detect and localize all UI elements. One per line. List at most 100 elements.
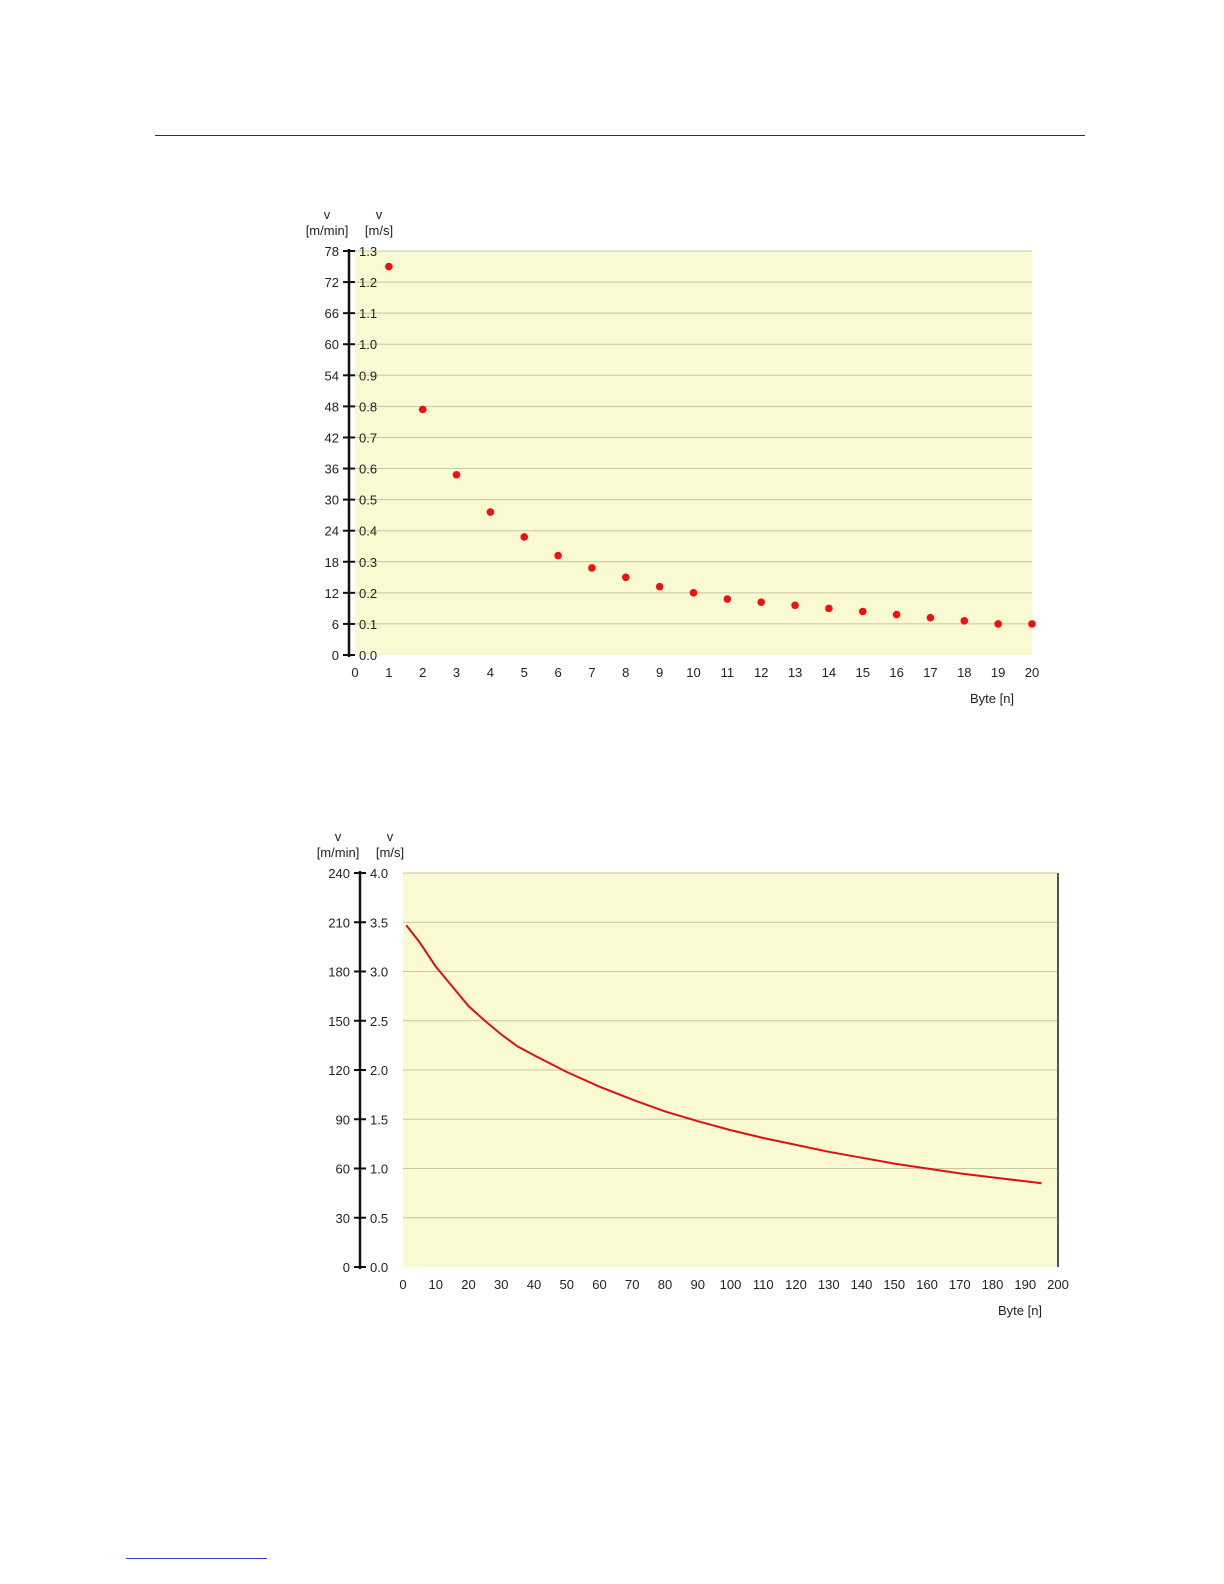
x-tick-label: 30 (494, 1277, 508, 1292)
y-right-axis-symbol: v (387, 829, 394, 844)
x-tick-label: 200 (1047, 1277, 1069, 1292)
x-tick-label: 19 (991, 665, 1005, 680)
data-point (1028, 620, 1036, 628)
y-right-tick-label: 1.1 (359, 306, 377, 321)
x-tick-label: 14 (822, 665, 836, 680)
data-point (622, 573, 630, 582)
y-right-tick-label: 0.0 (370, 1260, 388, 1275)
y-left-tick-label: 72 (325, 275, 339, 290)
x-tick-label: 9 (656, 665, 663, 680)
data-point (858, 607, 867, 616)
y-left-tick-label: 150 (328, 1014, 350, 1029)
data-point (825, 604, 833, 613)
data-point (723, 595, 732, 603)
x-tick-label: 20 (1025, 665, 1039, 680)
x-tick-label: 10 (686, 665, 700, 680)
y-left-axis-symbol: v (324, 207, 331, 222)
x-tick-label: 8 (622, 665, 629, 680)
y-left-axis-unit: [m/min] (317, 845, 360, 860)
x-tick-label: 90 (691, 1277, 705, 1292)
x-tick-label: 80 (658, 1277, 672, 1292)
data-point (486, 508, 495, 516)
y-left-tick-label: 210 (328, 915, 350, 930)
y-right-tick-label: 3.5 (370, 915, 388, 930)
y-right-tick-label: 1.2 (359, 275, 377, 290)
footer-link-rule (126, 1558, 267, 1559)
x-tick-label: 11 (721, 665, 735, 680)
x-tick-label: 110 (753, 1277, 774, 1292)
x-tick-label: 1 (385, 665, 392, 680)
y-right-tick-label: 0.8 (359, 399, 377, 414)
x-tick-label: 5 (521, 665, 528, 680)
x-tick-label: 10 (429, 1277, 443, 1292)
y-left-tick-label: 6 (332, 617, 339, 632)
x-tick-label: 7 (588, 665, 595, 680)
data-point (588, 564, 596, 572)
x-tick-label: 70 (625, 1277, 639, 1292)
y-left-tick-label: 90 (336, 1112, 350, 1127)
x-tick-label: 100 (720, 1277, 742, 1292)
y-right-tick-label: 3.0 (370, 965, 388, 980)
x-tick-label: 18 (957, 665, 971, 680)
x-tick-label: 13 (788, 665, 802, 680)
x-tick-label: 16 (889, 665, 903, 680)
y-right-tick-label: 1.3 (359, 244, 377, 259)
data-point (655, 582, 664, 591)
data-point (791, 601, 799, 610)
y-left-tick-label: 30 (325, 493, 339, 508)
plot-area (355, 251, 1032, 655)
x-tick-label: 130 (818, 1277, 840, 1292)
y-right-tick-label: 0.1 (359, 617, 377, 632)
data-point (892, 610, 901, 619)
y-left-tick-label: 180 (328, 965, 350, 980)
x-tick-label: 180 (982, 1277, 1004, 1292)
header-rule (155, 135, 1085, 136)
x-tick-label: 12 (754, 665, 768, 680)
y-right-axis-symbol: v (376, 207, 383, 222)
y-right-axis-unit: [m/s] (376, 845, 404, 860)
y-left-tick-label: 36 (325, 462, 339, 477)
data-point (926, 613, 935, 622)
y-right-tick-label: 0.3 (359, 555, 377, 570)
y-left-tick-label: 18 (325, 555, 339, 570)
y-left-tick-label: 30 (336, 1211, 350, 1226)
series-line (405, 924, 1042, 1185)
y-right-tick-label: 0.5 (370, 1211, 388, 1226)
y-right-tick-label: 0.2 (359, 586, 377, 601)
x-tick-label: 160 (916, 1277, 938, 1292)
x-tick-label: 40 (527, 1277, 541, 1292)
y-right-tick-label: 1.5 (370, 1112, 388, 1127)
y-left-tick-label: 78 (325, 244, 339, 259)
x-tick-label: 150 (883, 1277, 905, 1292)
y-left-tick-label: 54 (325, 368, 339, 383)
y-right-tick-label: 0.7 (359, 430, 377, 445)
velocity-scatter-chart: 0 0.06 0.112 0.218 0.324 0.430 0.536 0.642 0.748… (306, 207, 1040, 706)
y-left-tick-label: 66 (325, 306, 339, 321)
y-right-tick-label: 0.4 (359, 524, 377, 539)
y-left-tick-label: 60 (325, 337, 339, 352)
data-point (994, 620, 1002, 628)
x-tick-label: 140 (851, 1277, 873, 1292)
y-left-tick-label: 24 (325, 524, 339, 539)
data-point (554, 551, 562, 560)
y-left-tick-label: 12 (325, 586, 339, 601)
x-tick-label: 170 (949, 1277, 971, 1292)
data-point (418, 405, 427, 414)
x-axis-label: Byte [n] (970, 691, 1014, 706)
y-right-tick-label: 2.5 (370, 1014, 388, 1029)
y-left-axis-unit: [m/min] (306, 223, 349, 238)
data-point (452, 470, 461, 479)
data-point (520, 533, 529, 541)
x-tick-label: 4 (487, 665, 494, 680)
x-tick-label: 190 (1014, 1277, 1036, 1292)
x-tick-label: 20 (461, 1277, 475, 1292)
x-tick-label: 17 (923, 665, 937, 680)
y-right-tick-label: 4.0 (370, 866, 388, 881)
y-right-tick-label: 0.9 (359, 368, 377, 383)
x-tick-label: 50 (560, 1277, 574, 1292)
data-point (757, 598, 765, 606)
x-tick-label: 120 (785, 1277, 807, 1292)
y-right-tick-label: 1.0 (370, 1162, 388, 1177)
velocity-line-chart: 0 0.0 30 0.5 60 1.0 90 1.5 120 2.0 150 2.5 180 3.0 210… (317, 829, 1069, 1318)
x-tick-label: 2 (419, 665, 426, 680)
